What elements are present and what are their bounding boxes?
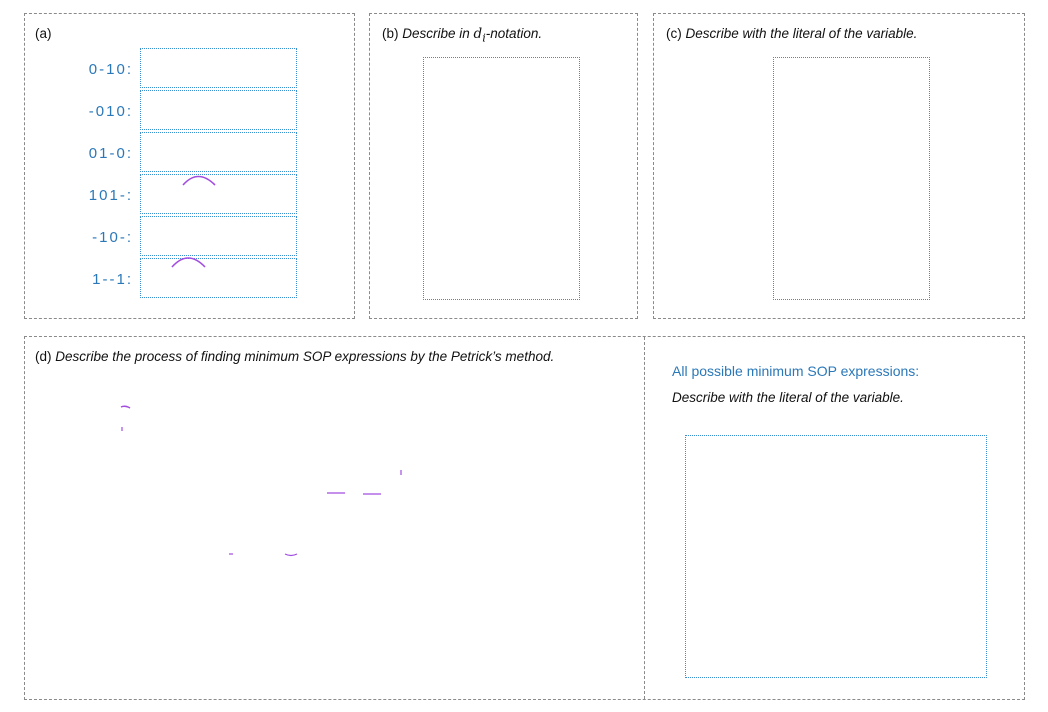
panel-c-label: (c) Describe with the literal of the var…: [666, 26, 918, 41]
panel-b-label: (b) Describe in di-notation.: [382, 26, 543, 45]
term-label-3: 01-0:: [88, 145, 133, 162]
ink-strokes: [120, 405, 402, 557]
d-i-notation: di: [473, 26, 486, 45]
panel-d-label: (d) Describe the process of finding mini…: [35, 349, 555, 364]
answer-box-c[interactable]: [773, 57, 930, 300]
panel-a: (a) 0-10: -010: 01-0: 101-: -10-: 1--1:: [24, 13, 355, 319]
min-sop-subheading: Describe with the literal of the variabl…: [672, 390, 904, 405]
panel-b: (b) Describe in di-notation.: [369, 13, 638, 319]
answer-box-min-sop[interactable]: [685, 435, 987, 678]
answer-box-4[interactable]: [140, 174, 297, 214]
panel-divider: [644, 337, 645, 699]
answer-box-3[interactable]: [140, 132, 297, 172]
panel-d: (d) Describe the process of finding mini…: [24, 336, 1025, 700]
term-label-6: 1--1:: [92, 271, 133, 288]
answer-box-1[interactable]: [140, 48, 297, 88]
panel-c: (c) Describe with the literal of the var…: [653, 13, 1025, 319]
term-label-1: 0-10:: [88, 61, 133, 78]
answer-box-b[interactable]: [423, 57, 580, 300]
min-sop-heading: All possible minimum SOP expressions:: [672, 363, 920, 379]
panel-a-label: (a): [35, 26, 52, 41]
term-label-4: 101-:: [88, 187, 133, 204]
answer-box-5[interactable]: [140, 216, 297, 256]
term-label-2: -010:: [88, 103, 133, 120]
answer-box-2[interactable]: [140, 90, 297, 130]
term-label-5: -10-:: [92, 229, 133, 246]
answer-box-6[interactable]: [140, 258, 297, 298]
